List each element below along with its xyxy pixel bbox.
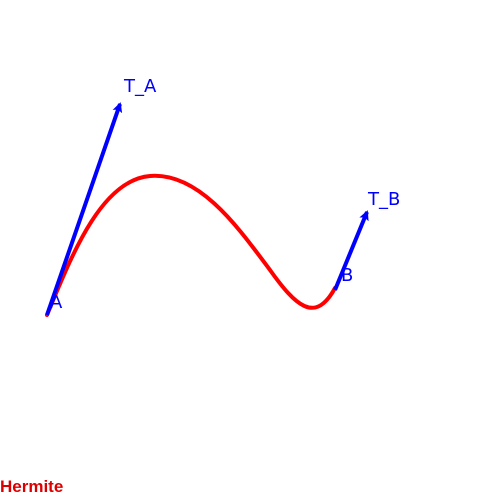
tangent-vector-a	[45, 102, 123, 316]
tangent-a-label: T_A	[123, 76, 157, 97]
diagram-caption: Hermite	[0, 477, 64, 496]
tangent-vector-b	[333, 210, 369, 291]
tangent-b-label: T_B	[367, 189, 400, 210]
point-a-label: A	[50, 292, 63, 313]
hermite-curve	[45, 173, 337, 317]
point-b-label: B	[341, 265, 353, 286]
